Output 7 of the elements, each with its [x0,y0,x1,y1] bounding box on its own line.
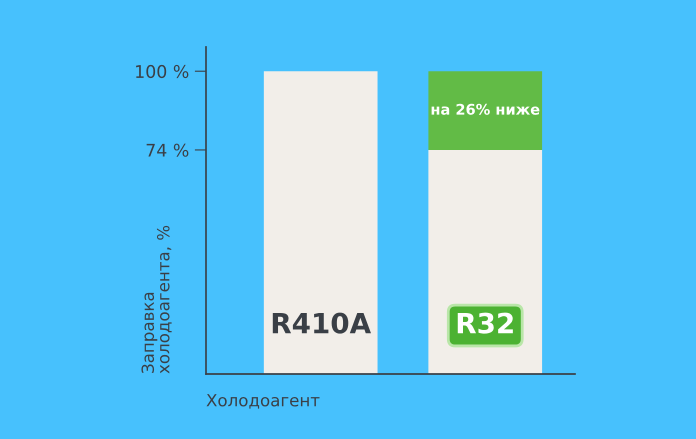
y-tick-label: 74 % [146,144,188,157]
y-axis-title: Заправка холодоагента, % [141,226,172,374]
x-tick-label: R410A [272,312,371,334]
y-tick-label: 100 % [136,64,188,78]
x-tick-label: R32 [458,312,513,334]
x-axis-title: Холодоагент [206,394,320,409]
annotation: на 26% ниже [432,104,540,115]
